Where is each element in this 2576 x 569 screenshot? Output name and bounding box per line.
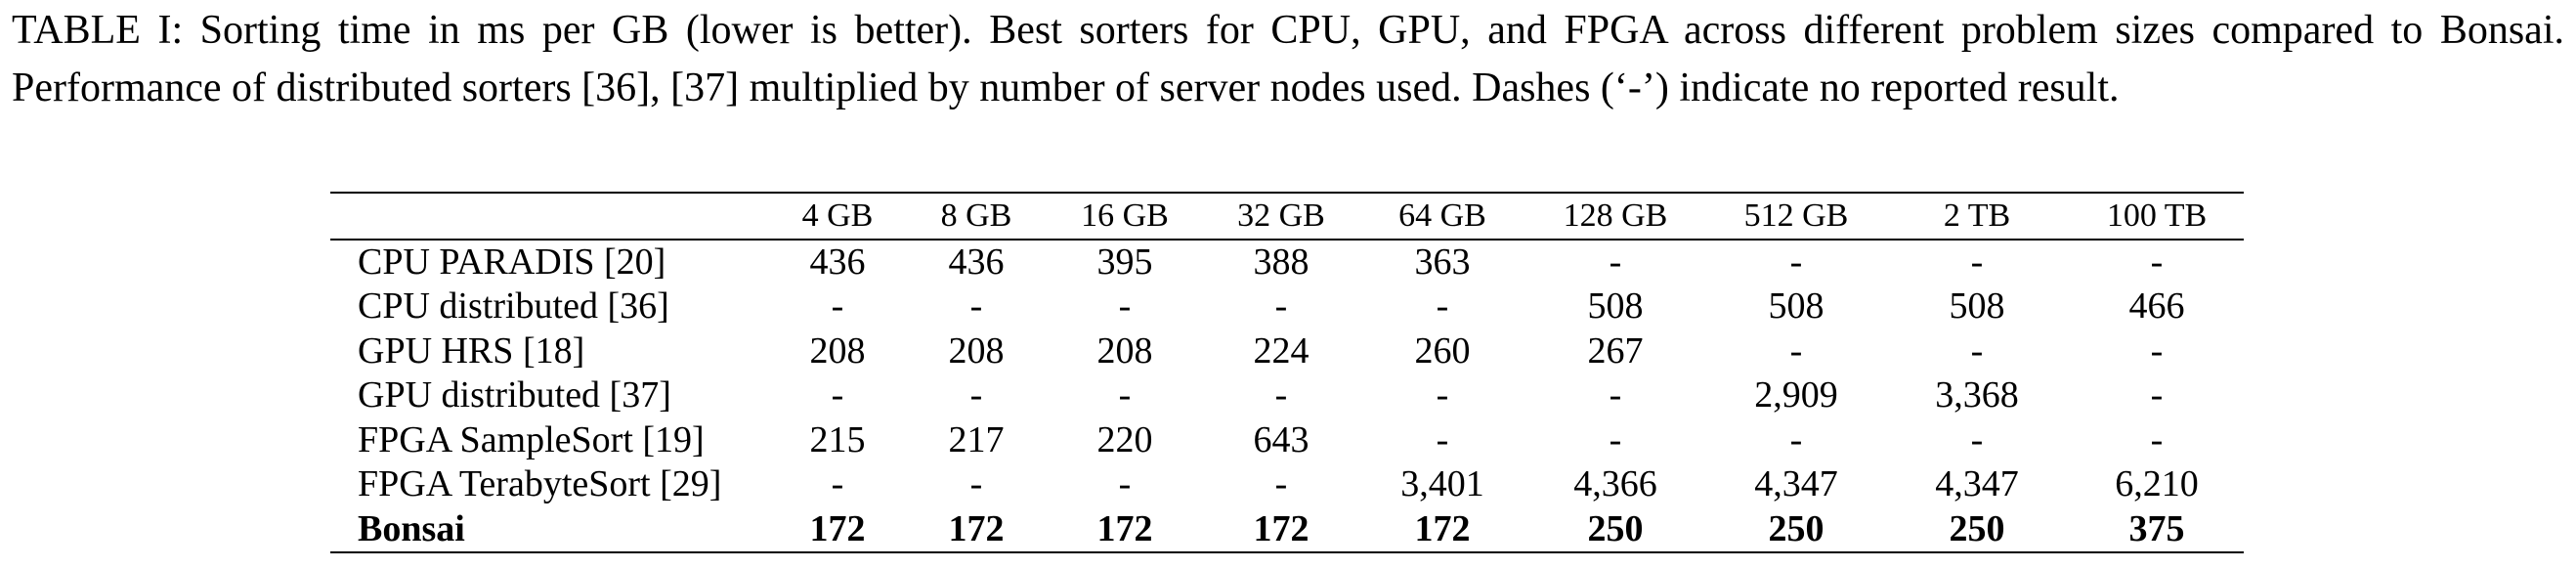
header-name-column (330, 193, 772, 240)
table-cell: - (831, 463, 844, 504)
table-cell: - (1970, 418, 1984, 460)
table-cell: - (1609, 418, 1622, 460)
header-cell: 64 GB (1398, 197, 1486, 234)
table-cell: 4,366 (1573, 463, 1657, 504)
table-cell: 643 (1253, 418, 1309, 460)
table-cell: 436 (948, 241, 1005, 283)
table-cell: 208 (809, 329, 866, 372)
table-row: GPU distributed [37] - - - - - - 2,909 3,368 - (330, 373, 2244, 418)
table-cell: 172 (1096, 507, 1153, 549)
row-label: GPU HRS [18] (358, 329, 585, 372)
table-cell: - (1436, 285, 1449, 327)
table-cell: 250 (1949, 507, 2005, 549)
table-cell: - (831, 374, 844, 416)
table-cell: - (1789, 329, 1803, 372)
table-cell: - (2150, 374, 2164, 416)
table-cell: - (1436, 418, 1449, 460)
table-cell: - (1609, 374, 1622, 416)
table-cell: 6,210 (2115, 463, 2199, 504)
table-cell: - (1274, 285, 1288, 327)
table-cell: - (1970, 329, 1984, 372)
header-cell: 4 GB (801, 197, 874, 234)
sorting-time-table-container: 4 GB 8 GB 16 GB 32 GB 64 GB 128 GB 512 GB 2 TB 1… (330, 192, 2244, 553)
table-cell: - (1970, 241, 1984, 283)
table-row: FPGA SampleSort [19] 215 217 220 643 - - - - - (330, 418, 2244, 463)
table-cell: 267 (1587, 329, 1644, 372)
table-cell: - (2150, 241, 2164, 283)
table-cell: - (1118, 285, 1132, 327)
table-cell: 4,347 (1754, 463, 1838, 504)
table-cell: - (1609, 241, 1622, 283)
table-cell: 220 (1096, 418, 1153, 460)
sorting-time-table: 4 GB 8 GB 16 GB 32 GB 64 GB 128 GB 512 GB 2 TB 1… (330, 192, 2244, 553)
table-cell: 172 (1253, 507, 1309, 549)
table-cell: 172 (1414, 507, 1471, 549)
table-cell: 395 (1096, 241, 1153, 283)
table-cell: - (2150, 329, 2164, 372)
table-cell: 172 (948, 507, 1005, 549)
row-label: FPGA SampleSort [19] (358, 418, 705, 460)
table-cell: 217 (948, 418, 1005, 460)
table-cell: - (1274, 374, 1288, 416)
header-cell: 2 TB (1943, 197, 2011, 234)
table-cell: 2,909 (1754, 374, 1838, 416)
row-label: Bonsai (358, 507, 465, 549)
header-cell: 32 GB (1237, 197, 1325, 234)
table-cell: 250 (1768, 507, 1825, 549)
header-cell: 512 GB (1743, 197, 1849, 234)
table-cell: 3,368 (1935, 374, 2019, 416)
table-cell: 260 (1414, 329, 1471, 372)
table-cell: 4,347 (1935, 463, 2019, 504)
table-cell: - (969, 285, 983, 327)
table-cell: 208 (948, 329, 1005, 372)
table-cell: - (1436, 374, 1449, 416)
table-cell: 508 (1587, 285, 1644, 327)
table-cell: - (1789, 241, 1803, 283)
table-header-row: 4 GB 8 GB 16 GB 32 GB 64 GB 128 GB 512 GB 2 TB 1… (330, 193, 2244, 240)
table-cell: 508 (1768, 285, 1825, 327)
table-cell: 250 (1587, 507, 1644, 549)
header-cell: 100 TB (2106, 197, 2208, 234)
table-cell: - (1118, 463, 1132, 504)
table-cell: 224 (1253, 329, 1309, 372)
table-body: CPU PARADIS [20] 436 436 395 388 363- - - - CPU d… (330, 240, 2244, 552)
table-cell: - (2150, 418, 2164, 460)
table-row: FPGA TerabyteSort [29] - - - - 3,401 4,366 4,34… (330, 462, 2244, 507)
table-cell: - (969, 463, 983, 504)
table-row: CPU PARADIS [20] 436 436 395 388 363 - - - - (330, 240, 2244, 285)
table-cell: 508 (1949, 285, 2005, 327)
table-cell: - (1789, 418, 1803, 460)
row-label: FPGA TerabyteSort [29] (358, 463, 722, 504)
table-cell: 208 (1096, 329, 1153, 372)
table-cell: - (831, 285, 844, 327)
header-cell: 16 GB (1081, 197, 1169, 234)
table-row-bonsai: Bonsai 172 172 172 172 172 250 250 250 375 (330, 507, 2244, 552)
table-cell: - (1274, 463, 1288, 504)
table-cell: 3,401 (1400, 463, 1484, 504)
row-label: CPU PARADIS [20] (358, 241, 666, 283)
header-cell: 8 GB (940, 197, 1012, 234)
table-row: CPU distributed [36] - - - - - 508 508 508 466 (330, 284, 2244, 329)
table-cell: 172 (809, 507, 866, 549)
header-cell: 128 GB (1563, 197, 1668, 234)
table-cell: 436 (809, 241, 866, 283)
row-label: CPU distributed [36] (358, 285, 669, 327)
table-caption: TABLE I: Sorting time in ms per GB (lowe… (12, 8, 2564, 110)
table-cell: 215 (809, 418, 866, 460)
table-cell: 388 (1253, 241, 1309, 283)
row-label: GPU distributed [37] (358, 374, 671, 416)
table-row: GPU HRS [18] 208 208 208 224 260 267 - - - (330, 329, 2244, 374)
table-cell: - (969, 374, 983, 416)
table-cell: 466 (2128, 285, 2185, 327)
table-cell: 363 (1414, 241, 1471, 283)
table-cell: 375 (2128, 507, 2185, 549)
table-cell: - (1118, 374, 1132, 416)
